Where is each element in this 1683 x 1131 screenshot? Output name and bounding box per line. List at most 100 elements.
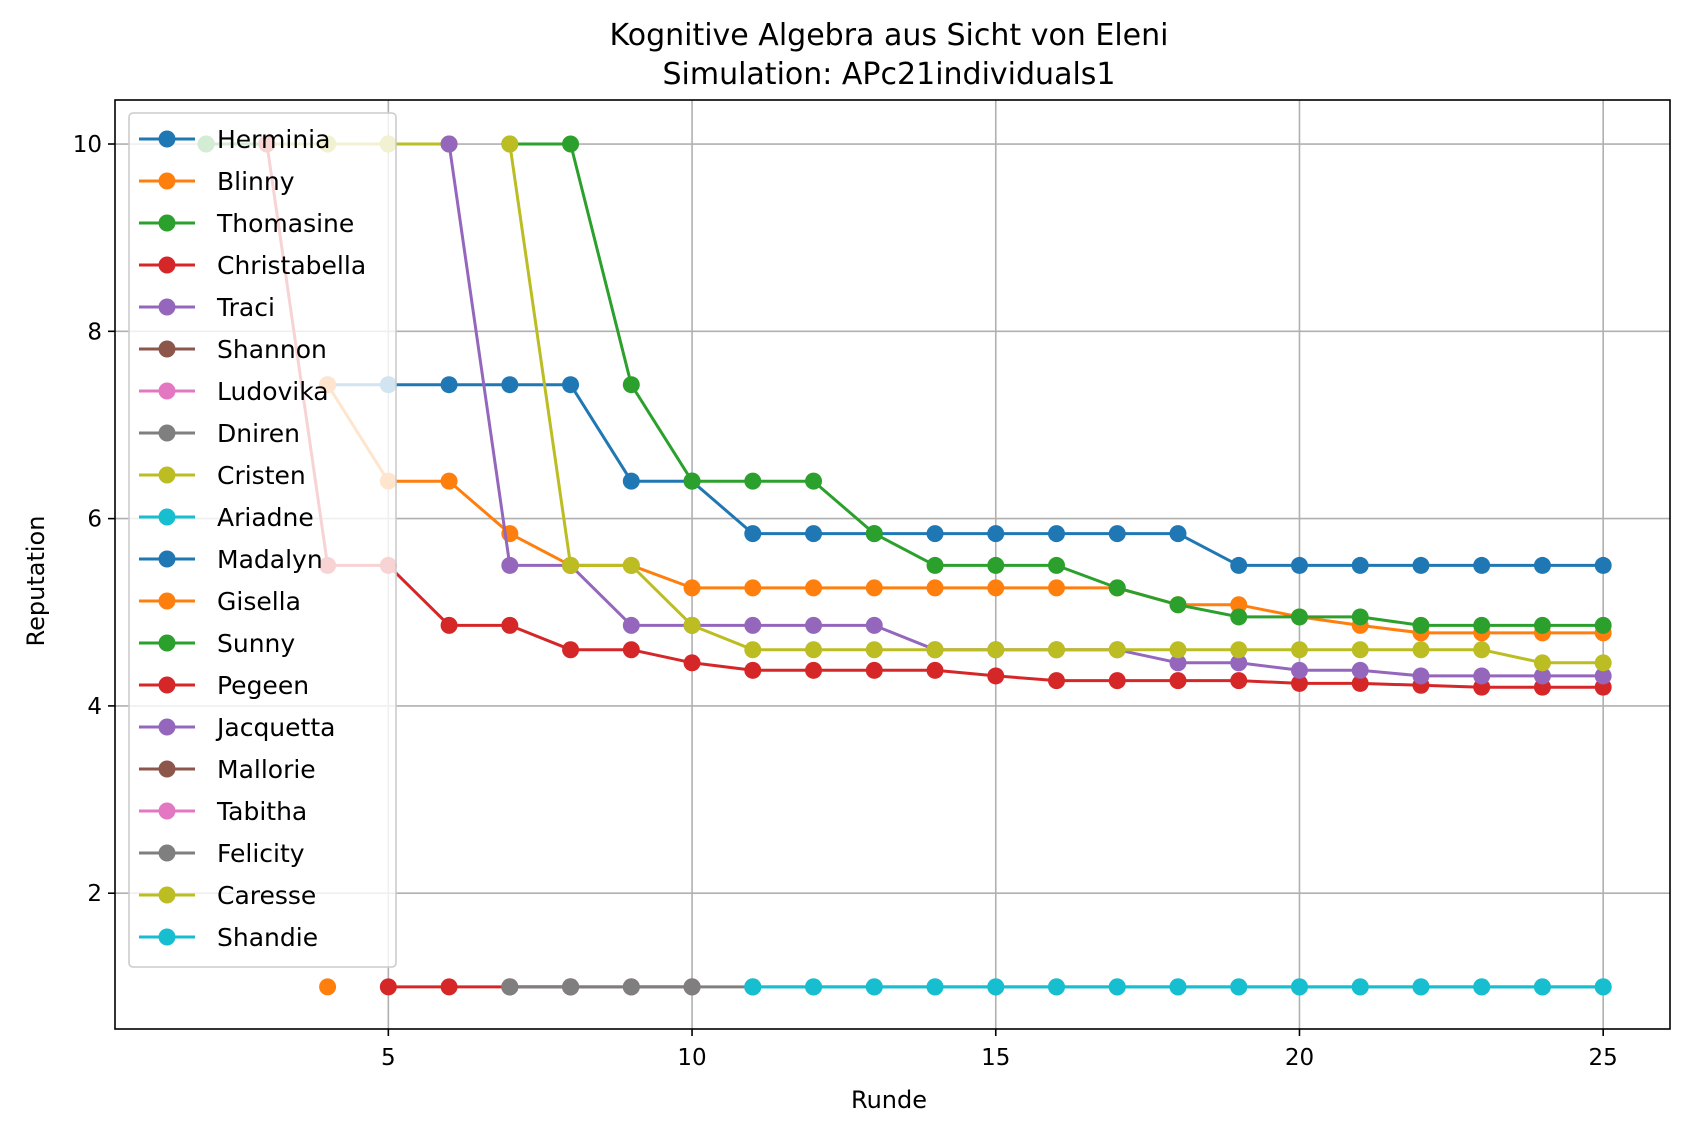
data-point <box>865 616 883 634</box>
data-point <box>1108 525 1126 543</box>
legend-item: Felicity <box>139 839 305 868</box>
legend-marker <box>158 298 176 316</box>
data-point <box>865 579 883 597</box>
data-point <box>1230 654 1248 672</box>
x-tick-label: 25 <box>1589 1045 1618 1071</box>
chart-title: Kognitive Algebra aus Sicht von Eleni <box>610 18 1169 53</box>
legend-marker <box>158 508 176 526</box>
data-point <box>865 641 883 659</box>
legend-label: Mallorie <box>217 755 316 784</box>
data-point <box>501 978 519 996</box>
data-point <box>805 616 823 634</box>
data-point <box>1594 667 1612 685</box>
data-point <box>501 556 519 574</box>
legend-label: Caresse <box>217 881 316 910</box>
data-point <box>1412 616 1430 634</box>
legend-item: Herminia <box>139 125 330 154</box>
legend-label: Gisella <box>217 587 301 616</box>
legend-item: Madalyn <box>139 545 323 574</box>
series-caresse <box>501 135 1612 672</box>
y-tick-label: 2 <box>87 881 102 907</box>
legend-marker <box>158 214 176 232</box>
data-point <box>1230 556 1248 574</box>
data-point <box>744 579 762 597</box>
data-point <box>1048 579 1066 597</box>
data-point <box>805 579 823 597</box>
data-point <box>1473 556 1491 574</box>
data-point <box>683 472 701 490</box>
data-point <box>1230 596 1248 614</box>
data-point <box>622 978 640 996</box>
legend-marker <box>158 550 176 568</box>
data-point <box>1230 608 1248 626</box>
data-point <box>1108 978 1126 996</box>
data-point <box>683 616 701 634</box>
data-point <box>926 641 944 659</box>
data-point <box>622 376 640 394</box>
data-point <box>562 978 580 996</box>
data-point <box>1351 674 1369 692</box>
y-tick-label: 6 <box>87 507 102 533</box>
legend-marker <box>158 466 176 484</box>
data-point <box>1473 616 1491 634</box>
legend-item: Ariadne <box>139 503 314 532</box>
legend-marker <box>158 802 176 820</box>
legend-item: Pegeen <box>139 671 309 700</box>
axis-ticks: 5 10 15 20 25 2 4 6 8 10 <box>73 132 1618 1071</box>
y-tick-label: 8 <box>87 319 102 345</box>
data-point <box>1533 667 1551 685</box>
series-dniren <box>501 978 762 996</box>
data-point <box>805 661 823 679</box>
legend-marker <box>158 760 176 778</box>
x-tick-label: 10 <box>677 1045 706 1071</box>
data-point <box>805 641 823 659</box>
x-tick-label: 15 <box>981 1045 1010 1071</box>
y-axis-label: Reputation <box>22 516 50 647</box>
legend-item: Caresse <box>139 881 316 910</box>
data-point <box>1230 978 1248 996</box>
legend-marker <box>158 928 176 946</box>
data-point <box>1351 661 1369 679</box>
legend-label: Blinny <box>217 167 295 196</box>
data-point <box>501 376 519 394</box>
data-point <box>622 472 640 490</box>
data-point <box>805 525 823 543</box>
data-point <box>1594 978 1612 996</box>
series-blinny <box>319 978 337 996</box>
data-point <box>683 579 701 597</box>
data-point <box>440 472 458 490</box>
y-tick-label: 4 <box>87 694 102 720</box>
legend-item: Sunny <box>139 629 295 658</box>
legend-item: Blinny <box>139 167 295 196</box>
legend-label: Ariadne <box>217 503 314 532</box>
data-point <box>1594 616 1612 634</box>
legend-label: Jacquetta <box>215 713 335 742</box>
data-point <box>1169 641 1187 659</box>
data-point <box>562 135 580 153</box>
data-point <box>562 376 580 394</box>
data-point <box>805 472 823 490</box>
chart-subtitle: Simulation: APc21individuals1 <box>662 57 1115 92</box>
data-point <box>683 654 701 672</box>
data-point <box>501 616 519 634</box>
data-point <box>1230 641 1248 659</box>
legend-label: Felicity <box>217 839 305 868</box>
data-point <box>1048 525 1066 543</box>
data-point <box>926 556 944 574</box>
data-point <box>1412 978 1430 996</box>
data-point <box>1473 978 1491 996</box>
legend-marker <box>158 256 176 274</box>
data-point <box>1290 608 1308 626</box>
data-point <box>1533 654 1551 672</box>
legend-label: Madalyn <box>217 545 323 574</box>
data-point <box>744 616 762 634</box>
data-point <box>744 641 762 659</box>
legend-marker <box>158 130 176 148</box>
legend-marker <box>158 886 176 904</box>
data-point <box>987 525 1005 543</box>
legend-item: Shandie <box>139 923 318 952</box>
legend-item: Traci <box>139 293 275 322</box>
data-point <box>501 135 519 153</box>
series-layer <box>197 135 1612 996</box>
